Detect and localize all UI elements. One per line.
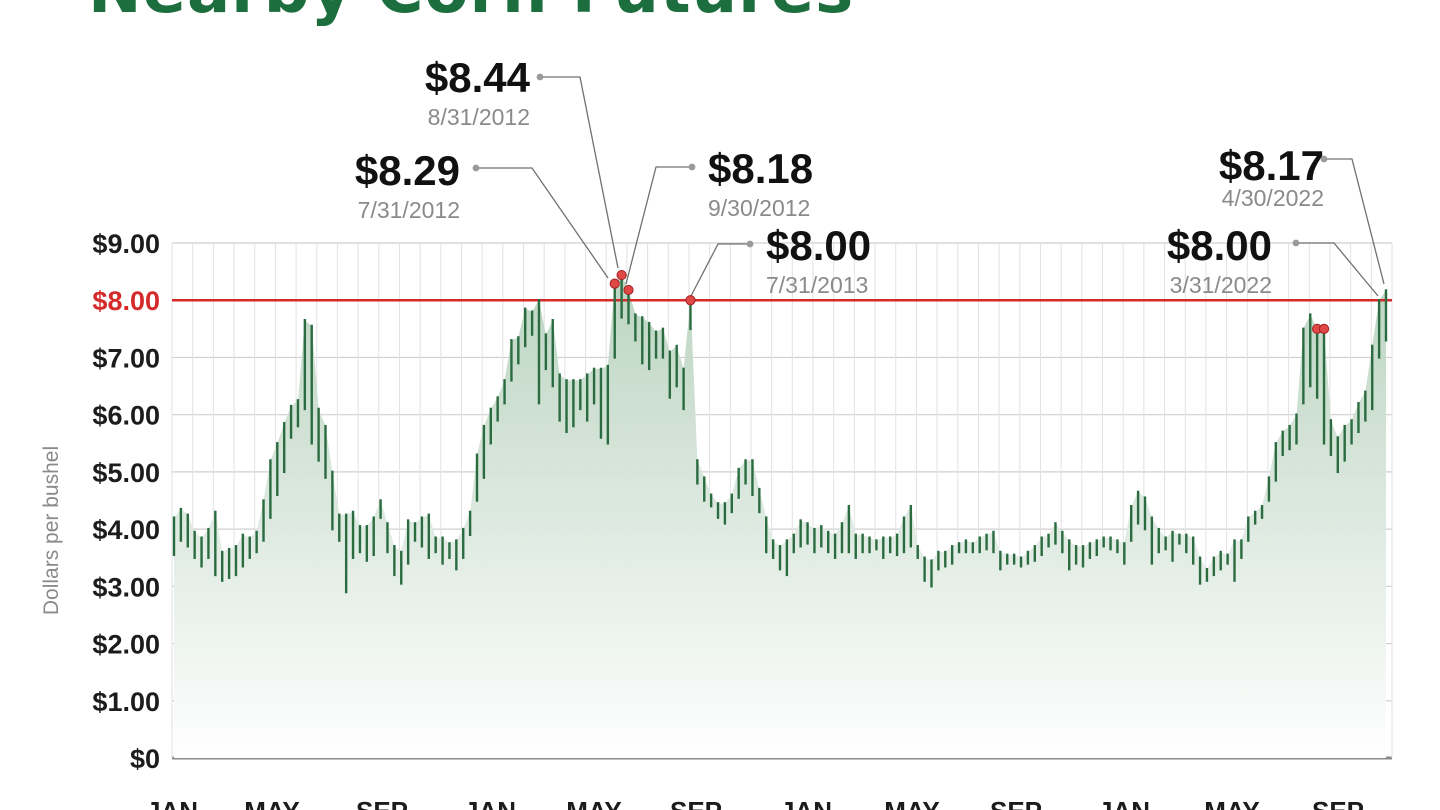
annotation-leader-line bbox=[1296, 242, 1379, 297]
annotation-value: $8.17 bbox=[1219, 142, 1324, 189]
annotation-point-marker bbox=[609, 278, 620, 289]
annotation-leader-dot bbox=[536, 73, 544, 81]
y-tick-label: $5.00 bbox=[92, 458, 160, 488]
x-tick-label: JAN bbox=[146, 796, 198, 810]
annotation-value: $8.00 bbox=[1167, 222, 1272, 269]
annotation-leader-line bbox=[625, 166, 692, 285]
x-tick-label: SEP bbox=[670, 796, 722, 810]
annotation-value: $8.00 bbox=[766, 222, 871, 269]
annotation-leader-line bbox=[476, 167, 609, 279]
y-tick-label: $0 bbox=[130, 744, 160, 774]
annotation-date: 8/31/2012 bbox=[428, 104, 530, 130]
annotation-leader-dot bbox=[1320, 155, 1328, 163]
y-tick-label: $3.00 bbox=[92, 572, 160, 602]
x-tick-label: MAY bbox=[884, 796, 939, 810]
y-tick-label: $7.00 bbox=[92, 343, 160, 373]
chart-title: Nearby Corn Futures bbox=[88, 0, 854, 28]
annotations: $8.29 7/31/2012 $8.44 8/31/2012 $8.18 9/30/20… bbox=[355, 54, 1385, 334]
x-tick-label: MAY bbox=[1204, 796, 1259, 810]
x-tick-label: SEP bbox=[990, 796, 1042, 810]
annotation-leader-line bbox=[690, 243, 750, 297]
y-tick-label: $8.00 bbox=[92, 286, 160, 316]
annotation-point-marker bbox=[1318, 323, 1330, 334]
y-tick-label: $9.00 bbox=[92, 229, 160, 259]
annotation-leader-dot bbox=[1292, 239, 1300, 247]
annotation-date: 7/31/2013 bbox=[766, 272, 868, 298]
x-tick-label: MAY bbox=[244, 796, 299, 810]
annotation-leader-dot bbox=[746, 240, 754, 248]
x-tick-label: JAN bbox=[780, 796, 832, 810]
annotation-point-marker bbox=[685, 295, 696, 306]
x-tick-label: JAN bbox=[464, 796, 516, 810]
annotation-value: $8.18 bbox=[708, 145, 813, 192]
y-tick-label: $1.00 bbox=[92, 687, 160, 717]
price-area-fill bbox=[174, 275, 1386, 758]
x-tick-label: MAY bbox=[566, 796, 621, 810]
annotation-point-marker bbox=[623, 284, 634, 296]
price-range-bars bbox=[172, 273, 1388, 594]
annotation-date: 3/31/2022 bbox=[1170, 272, 1272, 298]
annotation-date: 9/30/2012 bbox=[708, 195, 810, 221]
annotation-value: $8.29 bbox=[355, 147, 460, 194]
annotation-date: 7/31/2012 bbox=[358, 197, 460, 223]
y-tick-label: $2.00 bbox=[92, 630, 160, 660]
x-tick-label: SEP bbox=[1312, 796, 1364, 810]
y-axis-title: Dollars per bushel bbox=[40, 446, 63, 615]
x-tick-label: SEP bbox=[356, 796, 408, 810]
annotation-leader-dot bbox=[472, 164, 480, 172]
annotation-leader-line bbox=[540, 76, 619, 269]
annotation-leader-line bbox=[1324, 158, 1385, 285]
annotation-point-marker bbox=[616, 269, 627, 281]
annotation-date: 4/30/2022 bbox=[1222, 185, 1324, 211]
x-tick-label: JAN bbox=[1098, 796, 1150, 810]
annotation-value: $8.44 bbox=[425, 54, 531, 101]
y-tick-label: $4.00 bbox=[92, 515, 160, 545]
annotation-leader-dot bbox=[688, 163, 696, 171]
y-tick-label: $6.00 bbox=[92, 401, 160, 431]
axes: $0 $1.00 $2.00 $3.00 $4.00 $5.00 $6.00 $7.00 $8.… bbox=[40, 229, 1364, 810]
